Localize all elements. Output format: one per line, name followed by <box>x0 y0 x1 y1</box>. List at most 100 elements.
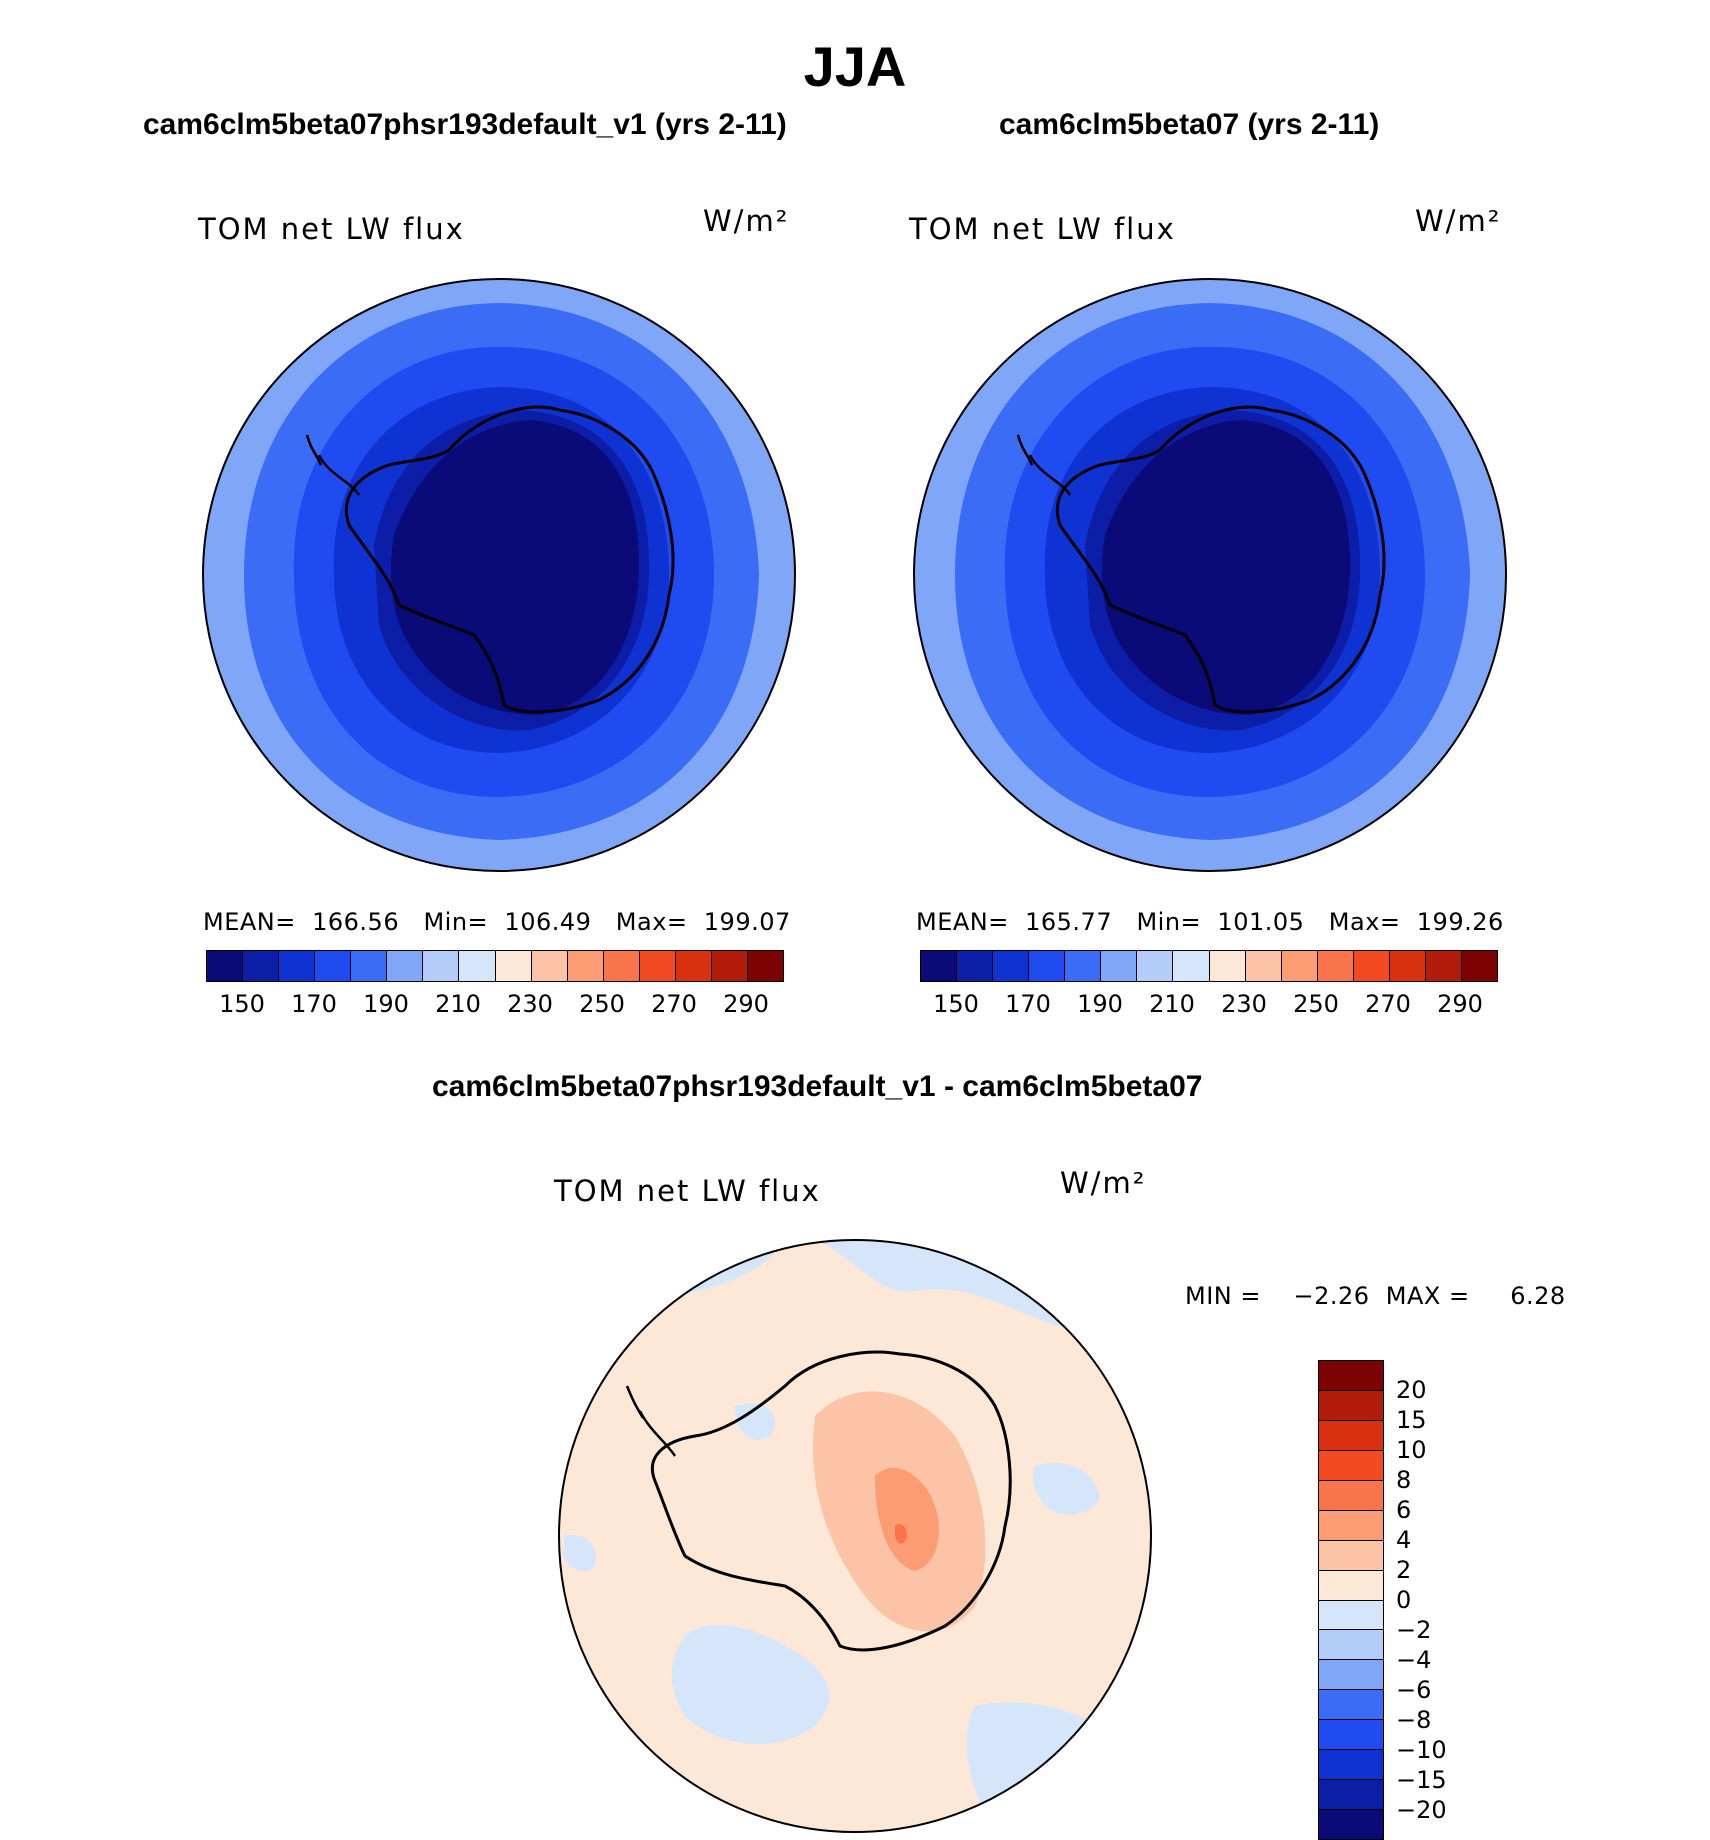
colorbar-swatch <box>1319 1390 1383 1421</box>
colorbar-tick-label: 6 <box>1396 1496 1412 1524</box>
colorbar-swatch <box>674 951 711 981</box>
diff-panel-variable: TOM net LW flux <box>554 1174 821 1208</box>
colorbar-swatch <box>1319 1720 1383 1751</box>
diff-panel-subtitle: cam6clm5beta07phsr193default_v1 - cam6cl… <box>432 1070 1203 1103</box>
diff-colorbar <box>1318 1360 1384 1840</box>
colorbar-swatch <box>278 951 315 981</box>
colorbar-swatch <box>530 951 567 981</box>
colorbar-swatch <box>566 951 603 981</box>
colorbar-tick-label: 150 <box>219 990 265 1018</box>
colorbar-tick-label: 4 <box>1396 1526 1412 1554</box>
colorbar-tick-label: 170 <box>1005 990 1051 1018</box>
diff-panel-units: W/m² <box>1060 1166 1147 1200</box>
colorbar-tick-label: −10 <box>1396 1736 1447 1764</box>
colorbar-swatch <box>1208 951 1245 981</box>
colorbar-swatch <box>1028 951 1065 981</box>
diff-panel-stats: MIN = −2.26 MAX = 6.28 <box>1185 1282 1566 1310</box>
colorbar-tick-label: −8 <box>1396 1706 1432 1734</box>
colorbar-tick-label: 10 <box>1396 1436 1427 1464</box>
colorbar-swatch <box>314 951 351 981</box>
colorbar-swatch <box>1064 951 1101 981</box>
colorbar-tick-label: 2 <box>1396 1556 1412 1584</box>
colorbar-swatch <box>1319 1361 1383 1391</box>
colorbar-swatch <box>1460 951 1497 981</box>
left-panel-units: W/m² <box>703 204 790 238</box>
colorbar-swatch <box>1244 951 1281 981</box>
colorbar-swatch <box>992 951 1029 981</box>
colorbar-tick-label: −2 <box>1396 1616 1432 1644</box>
colorbar-swatch <box>350 951 387 981</box>
right-panel-variable: TOM net LW flux <box>909 212 1176 246</box>
colorbar-swatch <box>1319 1660 1383 1691</box>
colorbar-swatch <box>1424 951 1461 981</box>
right-panel-stats: MEAN= 165.77 Min= 101.05 Max= 199.26 <box>916 908 1504 936</box>
diff-polar-map <box>558 1239 1152 1833</box>
colorbar-swatch <box>1172 951 1209 981</box>
colorbar-swatch <box>1319 1540 1383 1571</box>
colorbar-tick-label: −20 <box>1396 1796 1447 1824</box>
colorbar-swatch <box>1319 1630 1383 1661</box>
colorbar-swatch <box>1319 1420 1383 1451</box>
colorbar-tick-label: 270 <box>1365 990 1411 1018</box>
colorbar-tick-label: 0 <box>1396 1586 1412 1614</box>
right-polar-map <box>913 278 1507 872</box>
colorbar-swatch <box>1319 1480 1383 1511</box>
colorbar-swatch <box>1319 1570 1383 1601</box>
colorbar-swatch <box>1319 1450 1383 1481</box>
colorbar-swatch <box>422 951 459 981</box>
diff-colorbar-ticks: 20 15 10 8 6 4 2 0 −2 −4 −6 −8 −10 −15 −20 <box>1396 1360 1516 1840</box>
colorbar-swatch <box>1319 1510 1383 1541</box>
colorbar-tick-label: 270 <box>651 990 697 1018</box>
colorbar-tick-label: 8 <box>1396 1466 1412 1494</box>
colorbar-tick-label: 210 <box>435 990 481 1018</box>
colorbar-swatch <box>1316 951 1353 981</box>
colorbar-tick-label: 190 <box>1077 990 1123 1018</box>
colorbar-tick-label: 170 <box>291 990 337 1018</box>
colorbar-swatch <box>710 951 747 981</box>
colorbar-swatch <box>1136 951 1173 981</box>
figure-title: JJA <box>803 35 907 98</box>
colorbar-tick-label: 230 <box>507 990 553 1018</box>
colorbar-tick-label: −15 <box>1396 1766 1447 1794</box>
colorbar-swatch <box>1319 1600 1383 1631</box>
colorbar-tick-label: 20 <box>1396 1376 1427 1404</box>
colorbar-tick-label: −4 <box>1396 1646 1432 1674</box>
left-panel-variable: TOM net LW flux <box>198 212 465 246</box>
colorbar-tick-label: 150 <box>933 990 979 1018</box>
colorbar-swatch <box>494 951 531 981</box>
colorbar-tick-label: 250 <box>579 990 625 1018</box>
colorbar-swatch <box>386 951 423 981</box>
right-colorbar <box>920 950 1498 982</box>
colorbar-tick-label: 15 <box>1396 1406 1427 1434</box>
colorbar-swatch <box>242 951 279 981</box>
colorbar-swatch <box>1100 951 1137 981</box>
colorbar-swatch <box>1319 1750 1383 1781</box>
colorbar-tick-label: 190 <box>363 990 409 1018</box>
colorbar-swatch <box>602 951 639 981</box>
colorbar-swatch <box>1352 951 1389 981</box>
colorbar-tick-label: 230 <box>1221 990 1267 1018</box>
colorbar-swatch <box>1280 951 1317 981</box>
colorbar-swatch <box>1319 1690 1383 1721</box>
colorbar-swatch <box>1388 951 1425 981</box>
colorbar-swatch <box>746 951 783 981</box>
right-colorbar-ticks: 150 170 190 210 230 250 270 290 <box>920 990 1496 1020</box>
left-colorbar <box>206 950 784 982</box>
colorbar-swatch <box>638 951 675 981</box>
colorbar-swatch <box>458 951 495 981</box>
colorbar-swatch <box>1319 1810 1383 1839</box>
left-colorbar-ticks: 150 170 190 210 230 250 270 290 <box>206 990 782 1020</box>
colorbar-swatch <box>1319 1780 1383 1811</box>
right-panel-units: W/m² <box>1415 204 1502 238</box>
colorbar-tick-label: 210 <box>1149 990 1195 1018</box>
colorbar-tick-label: 250 <box>1293 990 1339 1018</box>
colorbar-tick-label: −6 <box>1396 1676 1432 1704</box>
colorbar-swatch <box>207 951 243 981</box>
right-panel-subtitle: cam6clm5beta07 (yrs 2-11) <box>999 108 1380 141</box>
colorbar-swatch <box>956 951 993 981</box>
colorbar-swatch <box>921 951 957 981</box>
left-panel-subtitle: cam6clm5beta07phsr193default_v1 (yrs 2-1… <box>143 108 787 141</box>
colorbar-tick-label: 290 <box>723 990 769 1018</box>
left-polar-map <box>202 278 796 872</box>
colorbar-tick-label: 290 <box>1437 990 1483 1018</box>
